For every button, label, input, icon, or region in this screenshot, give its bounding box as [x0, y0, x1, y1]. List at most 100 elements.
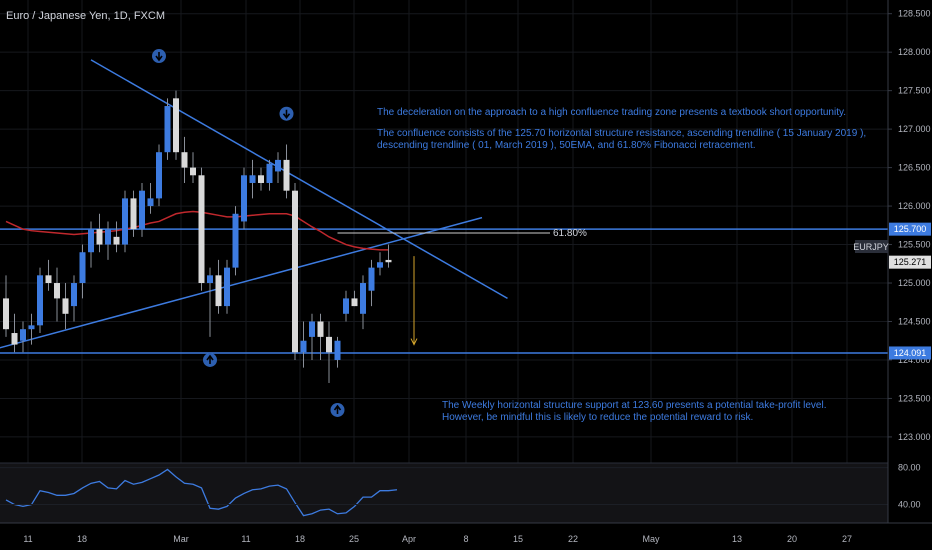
candle-body — [156, 152, 162, 199]
candle — [224, 259, 230, 314]
drawing-lines — [0, 59, 888, 354]
candle — [351, 290, 358, 307]
ema50-line — [5, 210, 389, 251]
candle — [173, 90, 179, 160]
candle-body — [164, 106, 171, 153]
ascending-trendline — [0, 216, 483, 349]
time-tick-label: 15 — [513, 534, 523, 544]
time-tick-label: 22 — [568, 534, 578, 544]
candle-body — [71, 283, 77, 307]
candle-body — [266, 163, 273, 183]
candles — [3, 90, 392, 384]
candle-body — [139, 190, 145, 230]
candle-body — [130, 198, 137, 230]
note-short-opportunity: The deceleration on the approach to a hi… — [377, 107, 866, 151]
oscillator-line — [5, 468, 398, 517]
candle-body — [105, 229, 111, 245]
candle-body — [360, 283, 366, 314]
candle — [368, 259, 375, 307]
candle — [88, 221, 94, 268]
candle — [292, 182, 298, 360]
price-tick-label: 125.500 — [898, 240, 931, 250]
candle-body — [96, 229, 103, 245]
candle-body — [28, 325, 35, 330]
candle-body — [147, 198, 154, 207]
candle-body — [224, 267, 230, 307]
candle-body — [317, 321, 324, 337]
time-tick-label: 20 — [787, 534, 797, 544]
candle-body — [232, 213, 239, 268]
candle-body — [20, 329, 26, 341]
candle — [130, 190, 137, 237]
candle — [28, 313, 35, 345]
candle — [96, 213, 103, 253]
candle-body — [45, 275, 52, 284]
candle — [54, 267, 60, 322]
price-tick-label: 124.000 — [898, 355, 931, 365]
chart-title: Euro / Japanese Yen, 1D, FXCM — [6, 10, 165, 22]
note-support-line-2: However, be mindful this is likely to re… — [442, 412, 753, 423]
candle — [198, 167, 205, 291]
price-tick-label: 128.000 — [898, 47, 931, 57]
candle-body — [249, 175, 256, 183]
arrow-up-marker — [203, 352, 217, 367]
ema-layer — [5, 210, 389, 251]
oscillator — [0, 467, 888, 517]
target-arrow-head — [410, 338, 418, 346]
marker-head — [333, 404, 342, 411]
candle — [122, 190, 128, 253]
time-tick-label: 11 — [23, 534, 32, 544]
candle-body — [292, 190, 298, 353]
price-axis[interactable]: 123.000 123.500 124.000 124.500 125.000 125.5… — [888, 9, 931, 442]
candle — [105, 221, 111, 260]
oscillator-panel — [0, 463, 888, 523]
candle — [181, 136, 188, 183]
candle-body — [334, 340, 341, 360]
symbol-badge-text: EURJPY — [853, 242, 889, 252]
oscillator-tick-label: 80.00 — [898, 463, 921, 473]
candle — [71, 275, 77, 322]
candle-body — [3, 298, 9, 330]
candle-body — [275, 159, 281, 172]
candle — [360, 275, 366, 330]
candle-body — [181, 152, 188, 168]
candle-body — [343, 298, 349, 314]
arrow-down-marker — [152, 49, 166, 64]
candle-body — [113, 236, 120, 245]
descending-trendline — [90, 59, 508, 300]
candle — [249, 159, 256, 199]
candle — [300, 321, 307, 368]
candle-body — [122, 198, 128, 245]
candle — [139, 182, 145, 237]
candle — [20, 321, 26, 353]
price-tick-label: 127.500 — [898, 86, 931, 96]
candle-body — [54, 283, 60, 299]
candle — [113, 221, 120, 253]
time-tick-label: 25 — [349, 534, 359, 544]
candle — [3, 275, 9, 337]
arrow-up-marker — [330, 402, 345, 417]
candle — [147, 182, 154, 214]
candle-body — [309, 321, 315, 337]
resistance-price-text: 125.700 — [894, 224, 927, 234]
time-axis[interactable]: 11 18 Mar 11 18 25 Apr 8 15 22 May 13 20 27 — [23, 534, 852, 544]
candle-body — [190, 167, 196, 176]
price-tick-label: 128.500 — [898, 9, 931, 19]
arrow-markers — [152, 49, 345, 417]
candle-body — [326, 336, 332, 353]
grid-layer — [0, 0, 888, 523]
candle — [37, 267, 43, 334]
candle-body — [62, 298, 69, 314]
candle-body — [88, 229, 94, 253]
oscillator-axis[interactable]: 40.00 80.00 — [898, 463, 921, 510]
candle — [164, 98, 171, 160]
support-price-badge: 124.091 — [889, 346, 931, 360]
candle-body — [37, 275, 43, 326]
last-price-text: 125.271 — [894, 257, 927, 267]
price-tick-label: 127.000 — [898, 124, 931, 134]
candle-body — [377, 262, 383, 268]
marker-head — [206, 354, 214, 361]
price-tick-label: 123.000 — [898, 432, 931, 442]
candle-body — [385, 259, 392, 263]
